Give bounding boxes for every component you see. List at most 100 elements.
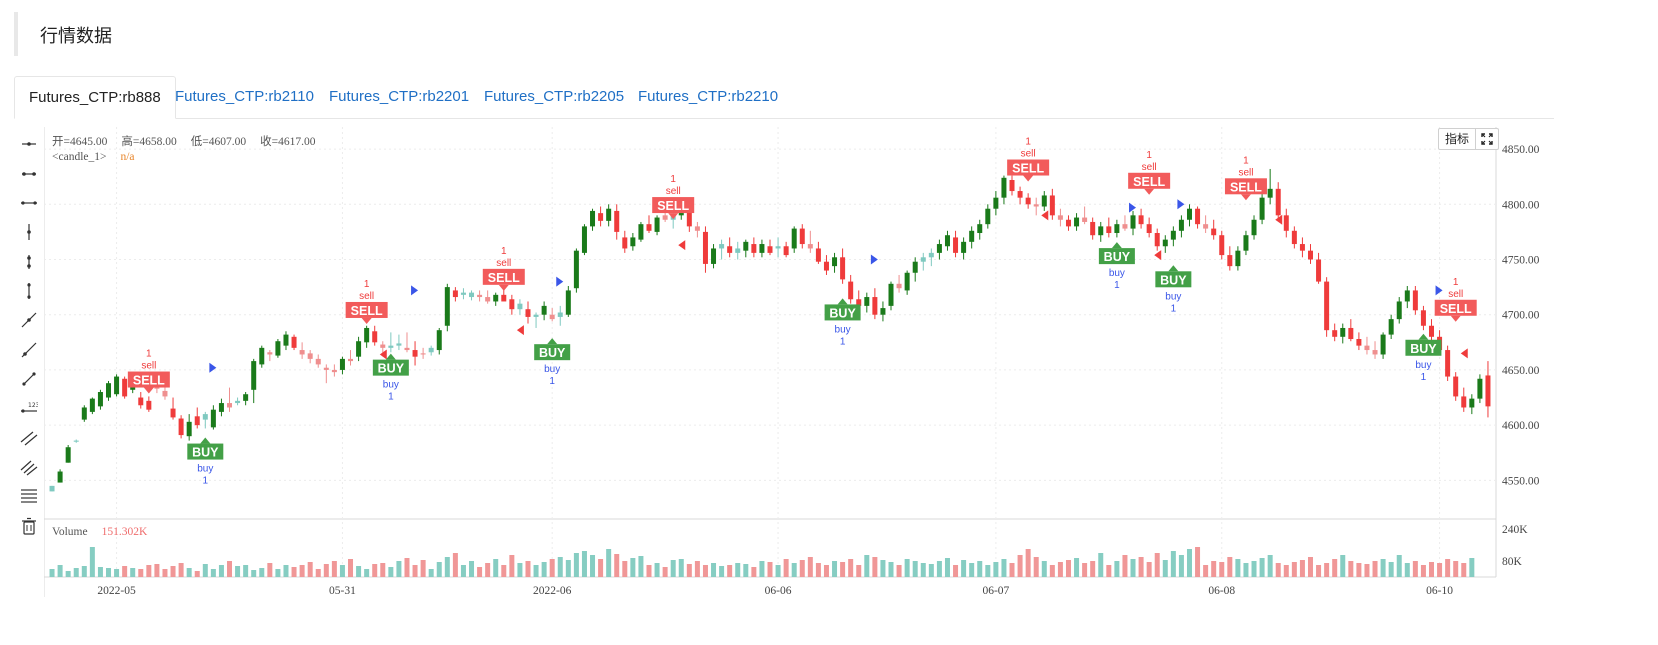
buy-badge-pointer <box>547 338 558 345</box>
sell-label: SELL <box>1230 180 1262 194</box>
volume-bar <box>985 565 991 577</box>
volume-bar <box>1033 557 1039 577</box>
candle-body <box>122 378 128 397</box>
buy-badge <box>187 443 224 460</box>
candle-body <box>1332 330 1338 337</box>
candle-body <box>581 226 587 253</box>
volume-bar <box>1259 558 1265 577</box>
candle-body <box>686 210 692 227</box>
indicators-button[interactable]: 指标 <box>1439 129 1477 149</box>
candle-body <box>146 400 152 410</box>
candle-body <box>1324 281 1330 331</box>
volume-bar <box>218 565 224 577</box>
volume-bar <box>670 560 676 577</box>
candle-body <box>412 350 418 357</box>
horizontal-segment-icon[interactable] <box>17 162 41 186</box>
volume-bar <box>1251 561 1257 577</box>
x-axis-label: 06-06 <box>765 585 792 597</box>
vertical-line-icon[interactable] <box>17 279 41 303</box>
candle-body <box>1009 180 1015 192</box>
candle-body <box>791 228 797 249</box>
volume-bar <box>638 556 644 577</box>
candlestick-chart[interactable]: 4850.00 4800.00 4750.00 4700.00 4650.00 4600.… <box>44 127 1554 641</box>
volume-bar <box>509 555 515 577</box>
sell-badge <box>482 268 525 285</box>
volume-bar <box>1275 563 1281 577</box>
volume-bar <box>904 559 910 577</box>
vertical-segment-icon[interactable] <box>17 250 41 274</box>
candle-body <box>977 224 983 234</box>
sell-badge <box>1128 172 1171 189</box>
buy-marker <box>870 254 878 265</box>
volume-bar <box>412 565 418 577</box>
volume-bar <box>807 557 813 577</box>
signal-qty: 1 <box>840 336 846 347</box>
signal-qty: 1 <box>203 476 209 487</box>
volume-bar <box>872 557 878 577</box>
candle-body <box>501 294 507 302</box>
candle-body <box>815 248 821 262</box>
volume-bar <box>65 571 71 577</box>
candle-body <box>348 358 354 362</box>
parallel-channel-icon[interactable] <box>17 426 41 450</box>
volume-axis-label: 240K <box>1502 524 1528 536</box>
vertical-ray-icon[interactable] <box>17 220 41 244</box>
volume-bar <box>1178 555 1184 577</box>
extended-line-icon[interactable] <box>17 367 41 391</box>
sell-badge-pointer <box>361 317 372 324</box>
volume-bar <box>356 566 362 577</box>
trend-line-icon[interactable] <box>17 308 41 332</box>
candle-body <box>719 244 725 249</box>
volume-bar <box>1332 559 1338 577</box>
tab-rb2110[interactable]: Futures_CTP:rb2110 <box>175 88 314 105</box>
buy-label: BUY <box>539 346 566 360</box>
tab-rb2205[interactable]: Futures_CTP:rb2205 <box>484 88 625 105</box>
candle-body <box>1380 334 1386 355</box>
volume-bar <box>364 569 370 577</box>
ray-line-icon[interactable] <box>17 338 41 362</box>
buy-marker <box>1129 202 1137 213</box>
volume-bar <box>146 565 152 577</box>
volume-bar <box>307 562 313 577</box>
candle-body <box>1162 239 1168 247</box>
horizontal-line-icon[interactable] <box>17 191 41 215</box>
page-header: 行情数据 <box>14 12 1558 56</box>
candle-body <box>1106 226 1112 234</box>
volume-bar <box>1090 561 1096 577</box>
candle-body <box>912 261 918 273</box>
sell-label: SELL <box>351 304 383 318</box>
fibonacci-icon[interactable] <box>17 484 41 508</box>
sell-badge-pointer <box>1144 188 1155 195</box>
volume-bar <box>549 559 555 577</box>
delete-icon[interactable] <box>17 514 41 538</box>
candle-body <box>832 257 838 267</box>
volume-bar <box>565 560 571 577</box>
price-label-icon[interactable]: 123 <box>17 397 41 421</box>
y-axis-label: 4650.00 <box>1502 365 1540 377</box>
signal-sub: sell <box>359 291 374 302</box>
candle-body <box>1219 235 1225 256</box>
tab-rb2201[interactable]: Futures_CTP:rb2201 <box>329 88 470 105</box>
multi-line-icon[interactable] <box>17 455 41 479</box>
candle-body <box>549 314 555 320</box>
volume-bar <box>1009 563 1015 577</box>
buy-badge-pointer <box>837 298 848 305</box>
chart-area[interactable]: 123 <box>14 127 1554 641</box>
tab-rb2210[interactable]: Futures_CTP:rb2210 <box>638 88 779 105</box>
candle-body <box>49 485 55 492</box>
fullscreen-icon[interactable] <box>1476 129 1498 149</box>
candle-body <box>138 397 144 406</box>
candle-body <box>1348 327 1354 340</box>
volume-bar <box>743 564 749 577</box>
candle-body <box>356 341 362 357</box>
candle-body <box>364 327 370 343</box>
candle-body <box>767 246 773 253</box>
signal-sub: sell <box>141 361 156 372</box>
buy-badge <box>372 359 409 376</box>
candle-body <box>735 248 741 253</box>
horizontal-ray-icon[interactable] <box>17 132 41 156</box>
candle-body <box>1065 219 1071 227</box>
signal-sub: buy <box>383 380 399 391</box>
candle-body <box>541 305 547 315</box>
tab-rb888[interactable]: Futures_CTP:rb888 <box>14 76 176 119</box>
